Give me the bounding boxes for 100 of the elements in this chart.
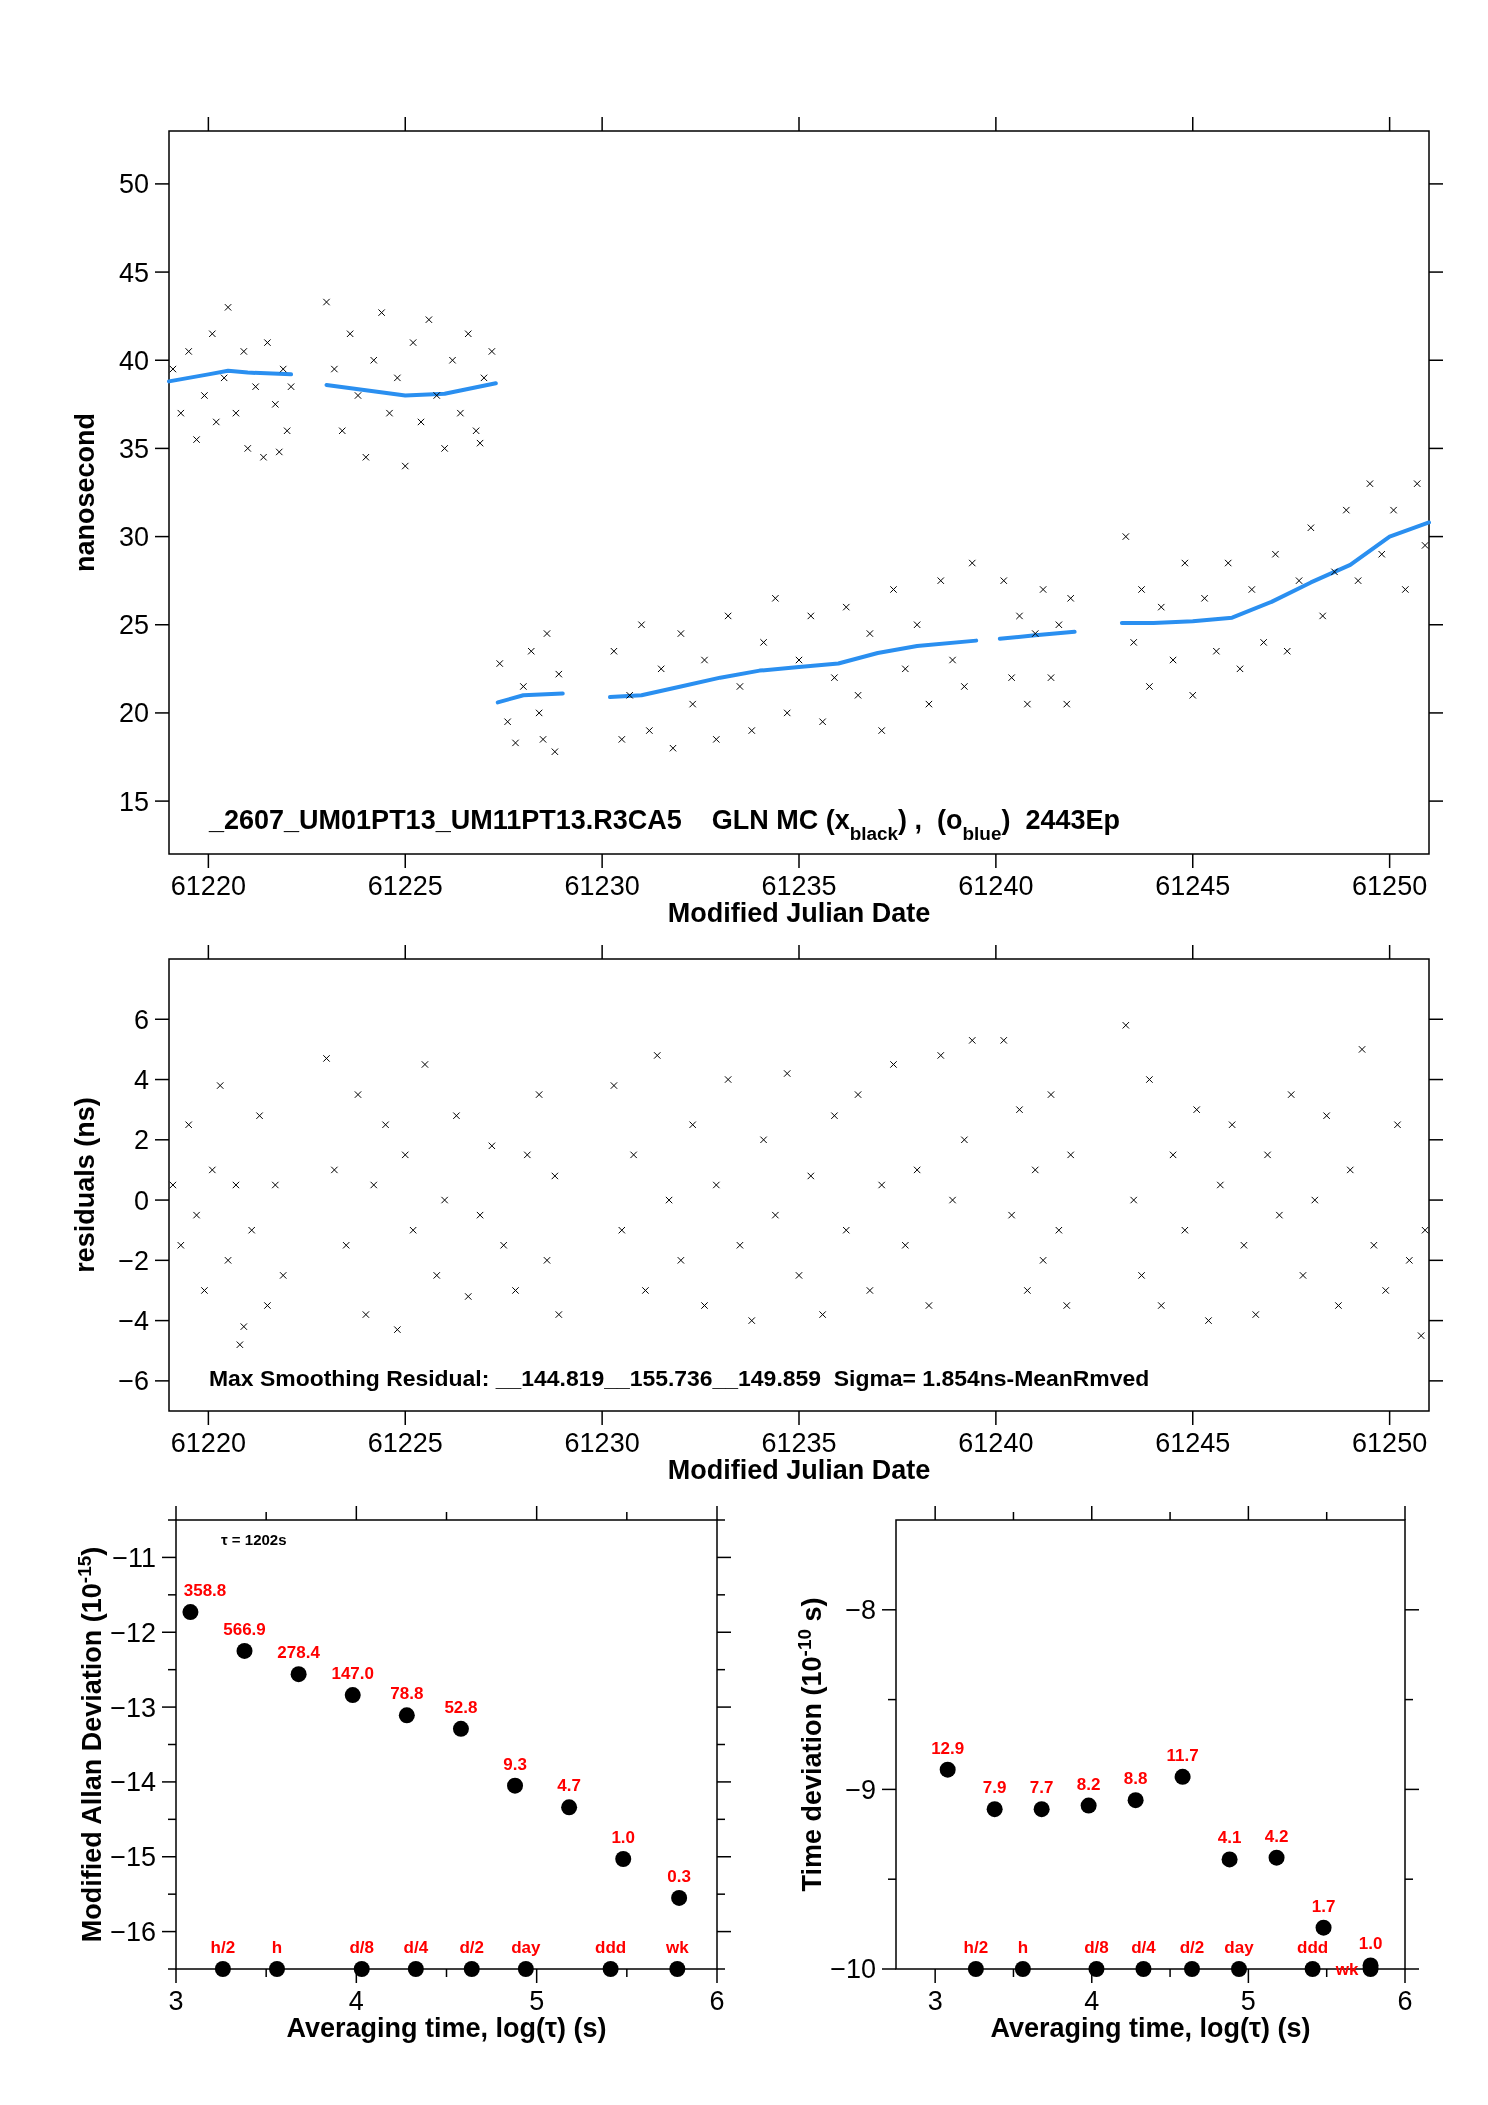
annotation: τ = 1202s: [221, 1531, 287, 1548]
y-tick-label: 4: [133, 1064, 149, 1095]
point: [290, 1666, 307, 1683]
x-tick-label: 4: [348, 1986, 364, 2016]
annotation: 1.0: [1358, 1934, 1383, 1954]
y-tick-label: 45: [118, 257, 149, 288]
annotation: h: [1017, 1938, 1029, 1957]
point: [182, 1604, 199, 1621]
y-tick-label: −14: [110, 1767, 156, 1798]
y-tick-label: −15: [110, 1842, 156, 1873]
point: [517, 1961, 534, 1977]
point: [353, 1961, 370, 1977]
annotation: _2607_UM01PT13_UM11PT13.R3CA5 GLN MC (x$_{black}$) , (o$_{blue}$) 2443Ep: [208, 805, 1120, 844]
annotation: 52.8: [444, 1697, 478, 1717]
y-tick-label: −6: [118, 1366, 149, 1397]
point: [1268, 1849, 1285, 1866]
y-axis-title: nanosecond: [70, 412, 100, 573]
y-tick-label: −8: [845, 1595, 876, 1626]
annotation: 566.9: [223, 1619, 266, 1639]
y-tick-label: −16: [110, 1917, 156, 1948]
x-tick-label: 5: [529, 1986, 545, 2016]
point: [1135, 1961, 1152, 1977]
annotation: 8.2: [1076, 1774, 1101, 1794]
point: [1014, 1961, 1031, 1977]
annotation: 7.7: [1029, 1778, 1054, 1798]
y-tick-label: 25: [118, 610, 149, 641]
x-axis-title: Averaging time, log(τ) (s): [286, 2013, 607, 2043]
annotation: Max Smoothing Residual: __144.819__155.736__149.859 Sigma= 1.854ns-MeanRmved: [209, 1365, 1150, 1391]
point: [1174, 1768, 1191, 1785]
y-tick-label: −4: [118, 1306, 149, 1337]
y-tick-label: −13: [110, 1692, 156, 1723]
point: [939, 1761, 956, 1778]
annotation: 278.4: [277, 1643, 321, 1663]
point: [452, 1720, 469, 1737]
point: [1033, 1801, 1050, 1818]
annotation: 11.7: [1166, 1745, 1199, 1765]
y-tick-label: −12: [110, 1617, 156, 1648]
y-axis-title: residuals (ns): [70, 1097, 100, 1273]
point: [1230, 1961, 1247, 1977]
point: [671, 1889, 688, 1906]
x-tick-label: 3: [168, 1986, 184, 2016]
annotation: 7.9: [982, 1778, 1007, 1798]
y-tick-label: 40: [118, 345, 149, 376]
annotation: 9.3: [503, 1754, 527, 1774]
point: [398, 1707, 415, 1724]
y-tick-label: 0: [133, 1185, 149, 1216]
annotation: h/2: [963, 1938, 989, 1957]
x-tick-label: 61245: [1155, 871, 1231, 901]
annotation: d/2: [459, 1938, 485, 1957]
x-tick-label: 61230: [564, 871, 640, 901]
x-axis-title: Averaging time, log(τ) (s): [990, 2013, 1311, 2043]
point: [236, 1642, 253, 1659]
point: [986, 1801, 1003, 1818]
annotation: 1.0: [611, 1827, 636, 1847]
point: [561, 1799, 578, 1816]
x-tick-label: 61240: [958, 1428, 1034, 1458]
annotation: d/8: [349, 1938, 375, 1957]
annotation: ddd: [1297, 1938, 1329, 1957]
x-tick-label: 6: [709, 1986, 725, 2016]
point: [344, 1687, 361, 1704]
annotation: 8.8: [1123, 1769, 1148, 1789]
point: [1184, 1961, 1200, 1977]
point: [1080, 1797, 1097, 1814]
y-tick-label: 15: [118, 786, 149, 817]
annotation: 4.2: [1264, 1826, 1289, 1846]
x-tick-label: 61235: [761, 871, 837, 901]
annotation: 4.1: [1217, 1828, 1242, 1848]
y-tick-label: 6: [133, 1004, 149, 1035]
annotation: d/2: [1179, 1938, 1205, 1957]
point: [507, 1777, 524, 1794]
x-tick-label: 61250: [1352, 871, 1428, 901]
x-tick-label: 61245: [1155, 1428, 1231, 1458]
annotation: 78.8: [390, 1684, 424, 1704]
point: [602, 1961, 619, 1977]
point: [1127, 1792, 1144, 1809]
x-tick-label: 61220: [170, 1428, 246, 1458]
y-tick-label: 20: [118, 698, 149, 729]
point: [463, 1961, 480, 1977]
y-tick-label: 35: [118, 433, 149, 464]
x-axis-title: Modified Julian Date: [667, 1455, 931, 1485]
point: [214, 1961, 231, 1977]
x-tick-label: 6: [1397, 1986, 1413, 2016]
point: [615, 1850, 632, 1867]
y-tick-label: −2: [118, 1245, 149, 1276]
y-tick-label: 2: [133, 1125, 149, 1156]
annotation: h: [271, 1938, 283, 1957]
point: [1304, 1961, 1321, 1977]
annotation: d/8: [1084, 1938, 1109, 1957]
y-tick-label: −9: [845, 1774, 876, 1805]
y-tick-label: −11: [112, 1542, 156, 1573]
y-tick-label: 50: [118, 169, 149, 200]
annotation: d/4: [1131, 1938, 1157, 1957]
annotation: 0.3: [667, 1866, 691, 1886]
annotation: ddd: [595, 1938, 627, 1957]
point: [1315, 1919, 1332, 1936]
annotation: d/4: [403, 1938, 429, 1957]
annotation: 1.7: [1311, 1896, 1336, 1916]
annotation: 358.8: [183, 1581, 227, 1601]
annotation: 4.7: [557, 1776, 581, 1796]
x-tick-label: 61240: [958, 871, 1034, 901]
